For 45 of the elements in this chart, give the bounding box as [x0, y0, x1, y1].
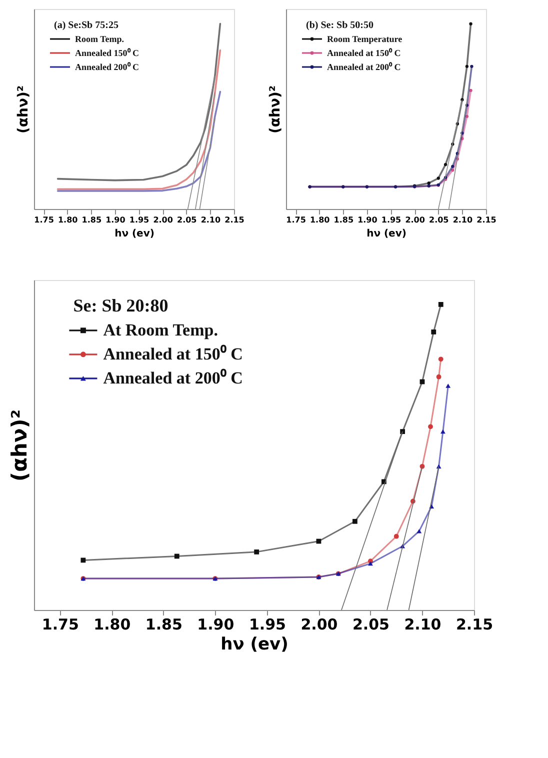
x-tick-label: 2.15 [476, 216, 497, 224]
x-tick-label: 2.15 [456, 616, 494, 634]
x-tick-label: 1.85 [334, 216, 354, 224]
y-axis-title: (αhν)² [8, 409, 32, 482]
x-tick-label: 2.10 [200, 216, 221, 224]
legend-title: (b) Se: Sb 50:50 [306, 20, 374, 31]
x-tick-label: 1.95 [129, 216, 150, 224]
x-tick-label: 2.00 [153, 216, 174, 224]
x-tick-label: 1.80 [94, 616, 131, 634]
x-tick-label: 1.85 [82, 216, 102, 224]
x-tick-label: 2.00 [405, 216, 426, 224]
x-tick-label: 1.90 [358, 216, 378, 224]
legend-label: Annealed at 200⁰ C [103, 368, 243, 388]
x-tick-label: 2.10 [404, 616, 442, 634]
x-axis-title: hν (ev) [366, 228, 406, 240]
x-axis-title: hν (ev) [220, 634, 288, 654]
x-tick-label: 2.05 [429, 216, 450, 224]
legend-label: At Room Temp. [103, 320, 218, 340]
x-tick-label: 1.80 [310, 216, 330, 224]
x-tick-label: 1.90 [197, 616, 234, 634]
y-axis-title: (αhν)² [268, 85, 284, 134]
x-tick-label: 1.90 [106, 216, 126, 224]
legend-label: Annealed 200⁰ C [75, 62, 140, 72]
x-tick-label: 2.10 [452, 216, 473, 224]
x-tick-label: 1.85 [145, 616, 182, 634]
legend-label: Room Temperature [327, 34, 402, 44]
legend-title: Se: Sb 20:80 [73, 295, 168, 316]
legend-label: Annealed at 150⁰ C [327, 48, 401, 58]
legend-label: Annealed 150⁰ C [75, 48, 140, 58]
x-tick-label: 1.75 [34, 216, 54, 224]
x-tick-label: 2.05 [352, 616, 390, 634]
x-tick-label: 1.75 [286, 216, 306, 224]
legend-title: (a) Se:Sb 75:25 [54, 20, 118, 31]
legend-label: Room Temp. [75, 34, 124, 44]
x-tick-label: 1.80 [58, 216, 78, 224]
x-tick-label: 2.05 [177, 216, 198, 224]
x-tick-label: 2.15 [224, 216, 245, 224]
legend-label: Annealed at 150⁰ C [103, 344, 243, 364]
x-tick-label: 1.95 [248, 616, 286, 634]
x-axis-title: hν (ev) [114, 228, 154, 240]
y-axis-title: (αhν)² [16, 85, 32, 134]
x-tick-label: 1.75 [42, 616, 79, 634]
legend-label: Annealed at 200⁰ C [327, 62, 401, 72]
x-tick-label: 1.95 [381, 216, 402, 224]
x-tick-label: 2.00 [300, 616, 338, 634]
